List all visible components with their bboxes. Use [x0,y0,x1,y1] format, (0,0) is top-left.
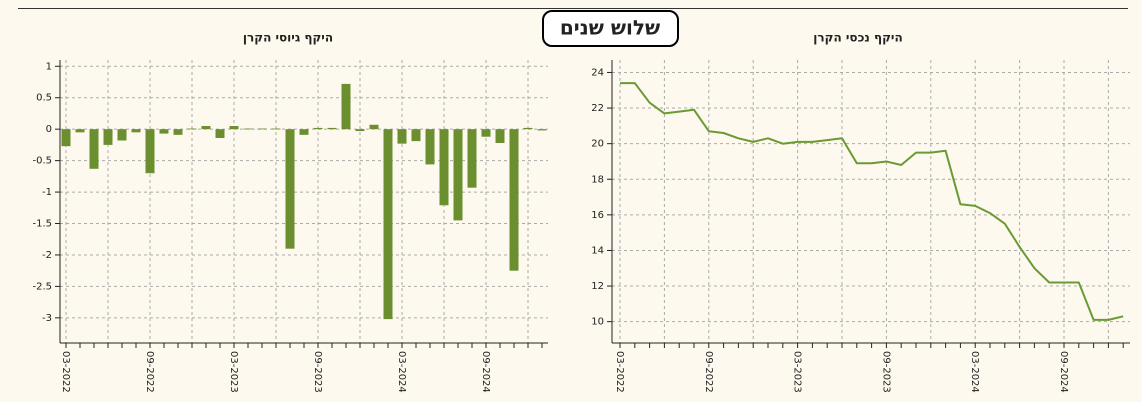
bar [229,126,239,130]
bar [481,129,491,137]
y-tick-label: 16 [591,210,604,221]
y-tick-label: 1 [46,61,52,72]
x-tick-label: 09-2023 [880,351,891,393]
bar [61,129,71,147]
bar [299,129,309,135]
bar [285,129,295,249]
bar [243,128,253,130]
y-tick-label: 12 [591,281,604,292]
chart-title: היקף גיוסי הקרן [243,31,333,45]
x-tick-label: 03-2022 [614,351,625,393]
bar [537,129,547,131]
bar [383,129,393,320]
y-tick-label: 0.5 [36,93,52,104]
y-tick-label: 10 [591,317,604,328]
x-tick-label: 03-2023 [228,351,239,393]
y-tick-label: 22 [591,103,604,114]
y-tick-label: 24 [591,67,604,78]
bar [439,129,449,206]
y-tick-label: -2.5 [32,281,52,292]
bar [341,83,351,130]
x-tick-label: 09-2022 [144,351,155,393]
bar [215,129,225,138]
x-tick-label: 09-2023 [312,351,323,393]
bar [467,129,477,188]
x-tick-label: 03-2024 [969,351,980,393]
y-tick-label: -1.5 [32,219,52,230]
x-tick-label: 03-2022 [60,351,71,393]
bar [313,127,323,130]
bar [257,128,267,130]
bar [355,129,365,132]
bar [425,129,435,165]
y-tick-label: -2 [42,250,52,261]
bar [131,129,141,133]
line [620,82,1124,321]
bar [201,126,211,130]
page-title: שלוש שנים [560,16,660,40]
y-tick-label: -1 [42,187,52,198]
bar [145,129,155,174]
y-tick-label: -3 [42,313,52,324]
bar [327,127,337,130]
bar [103,129,113,145]
x-tick-label: 09-2024 [480,351,491,393]
bar [173,129,183,135]
y-tick-label: 0 [46,124,52,135]
x-tick-label: 03-2024 [396,351,407,393]
bar [523,127,533,130]
x-tick-label: 09-2022 [703,351,714,393]
bar [369,124,379,130]
x-tick-label: 09-2024 [1058,351,1069,393]
bar [159,129,169,134]
bar [117,129,127,141]
y-tick-label: 14 [591,245,604,256]
bar [509,129,519,271]
x-tick-label: 03-2023 [792,351,803,393]
chart-title: היקף נכסי הקרן [813,31,902,45]
bar [187,128,197,130]
bar [75,129,85,133]
bar [411,129,421,142]
y-tick-label: 18 [591,174,604,185]
bar [89,129,99,169]
bar [453,129,463,221]
bar [495,129,505,144]
bar [397,129,407,144]
y-tick-label: 20 [591,139,604,150]
bar [271,128,281,130]
y-tick-label: -0.5 [32,156,52,167]
period-box [542,10,679,47]
